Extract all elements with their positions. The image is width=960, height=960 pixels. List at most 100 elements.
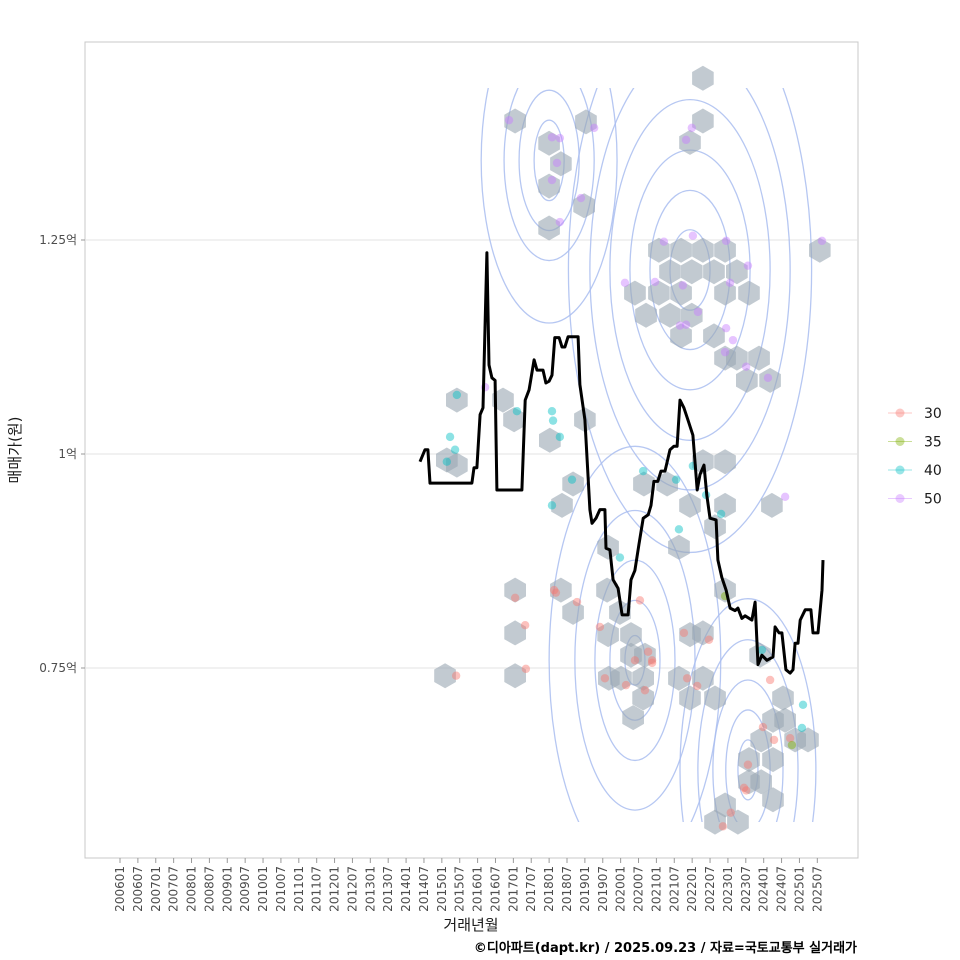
data-point-50 [675, 321, 685, 330]
plot-panel [84, 41, 859, 859]
y-tick-label: 1.25억 [39, 233, 77, 247]
x-axis-title: 거래년월 [443, 916, 498, 934]
hexbin [503, 407, 525, 433]
data-point-30 [679, 628, 689, 638]
data-point-40 [445, 432, 455, 442]
data-point-30 [635, 596, 645, 605]
data-point-50 [743, 261, 753, 270]
hexbin [679, 685, 701, 711]
hexbin [539, 427, 561, 453]
hexbin [692, 108, 714, 134]
x-tick-label: 202301 [721, 866, 735, 912]
x-tick-label: 200901 [220, 866, 234, 912]
legend-label: 30 [924, 406, 942, 422]
data-point-40 [674, 525, 684, 534]
data-point-40 [567, 475, 577, 484]
hexbin [648, 280, 670, 306]
data-point-50 [780, 492, 790, 501]
data-point-30 [572, 597, 582, 607]
x-tick-label: 202307 [739, 866, 753, 912]
data-point-40 [671, 475, 681, 484]
data-point-50 [650, 277, 660, 287]
data-point-40 [555, 432, 565, 442]
data-point-50 [721, 323, 731, 333]
hexbin [609, 599, 631, 625]
hexbin [750, 727, 772, 753]
hexbin [714, 280, 736, 306]
hexbin [635, 302, 657, 328]
data-point-40 [450, 445, 460, 454]
x-tick-label: 201407 [417, 866, 431, 912]
data-point-50 [555, 133, 565, 143]
data-point-50 [681, 135, 691, 145]
data-point-50 [687, 123, 697, 133]
hexbin [726, 259, 748, 285]
data-point-30 [640, 686, 650, 695]
hexbin [596, 577, 618, 603]
y-tick-label: 0.75억 [39, 661, 77, 675]
hexbin [504, 577, 526, 603]
hexbin [726, 345, 748, 371]
hexbin [809, 237, 831, 263]
x-tick-label: 201001 [256, 866, 270, 912]
contour-line [594, 559, 676, 762]
hexbin [670, 237, 692, 263]
scatter-points [442, 115, 827, 831]
data-point-30 [595, 622, 605, 632]
x-tick-label: 200707 [167, 866, 181, 912]
hexbin [668, 534, 690, 560]
x-tick-label: 202501 [792, 866, 806, 912]
hexbin [774, 707, 796, 733]
legend-label: 40 [924, 463, 942, 479]
hexbin [492, 387, 514, 413]
x-tick-label: 201907 [596, 866, 610, 912]
median-price-line [418, 251, 825, 675]
x-tick-label: 201807 [560, 866, 574, 912]
x-tick-label: 201307 [381, 866, 395, 912]
data-point-30 [630, 656, 640, 665]
hexbin [648, 237, 670, 263]
x-tick-label: 201401 [399, 866, 413, 912]
hexbin [624, 280, 646, 306]
x-tick-label: 202401 [757, 866, 771, 912]
x-tick-label: 202201 [685, 866, 699, 912]
x-tick-label: 200601 [113, 866, 127, 912]
data-point-30 [521, 664, 531, 674]
hexbin [714, 449, 736, 475]
hexbin [538, 130, 560, 156]
hexbin [632, 685, 654, 711]
hexbin [620, 622, 642, 648]
x-tick-label: 200701 [149, 866, 163, 912]
data-point-50 [547, 133, 557, 142]
hexbin [714, 237, 736, 263]
data-point-30 [758, 722, 768, 732]
x-tick-label: 201801 [542, 866, 556, 912]
y-axis: 0.75억 1억 1.25억 [39, 233, 85, 675]
x-tick-label: 202207 [703, 866, 717, 912]
data-point-30 [739, 783, 749, 793]
legend-key-point [895, 465, 905, 475]
legend-label: 50 [924, 492, 942, 508]
data-point-30 [765, 675, 775, 685]
data-point-40 [615, 553, 625, 562]
hexbin [550, 577, 572, 603]
hexbin [434, 663, 456, 689]
legend-label: 35 [924, 435, 942, 451]
x-tick-label: 201101 [292, 866, 306, 912]
hexbin [436, 447, 458, 473]
hexbin [772, 685, 794, 711]
hexbin-layer [434, 65, 831, 835]
x-tick-label: 202407 [775, 866, 789, 912]
x-tick-label: 201501 [435, 866, 449, 912]
hexbin [575, 109, 597, 135]
hexbin [550, 151, 572, 177]
data-point-40 [452, 390, 462, 400]
x-tick-label: 201601 [471, 866, 485, 912]
hexbin [748, 345, 770, 371]
data-point-50 [620, 278, 630, 287]
hexbin [681, 259, 703, 285]
contour-line [679, 598, 817, 822]
data-point-50 [504, 115, 514, 125]
x-tick-label: 201107 [310, 866, 324, 912]
